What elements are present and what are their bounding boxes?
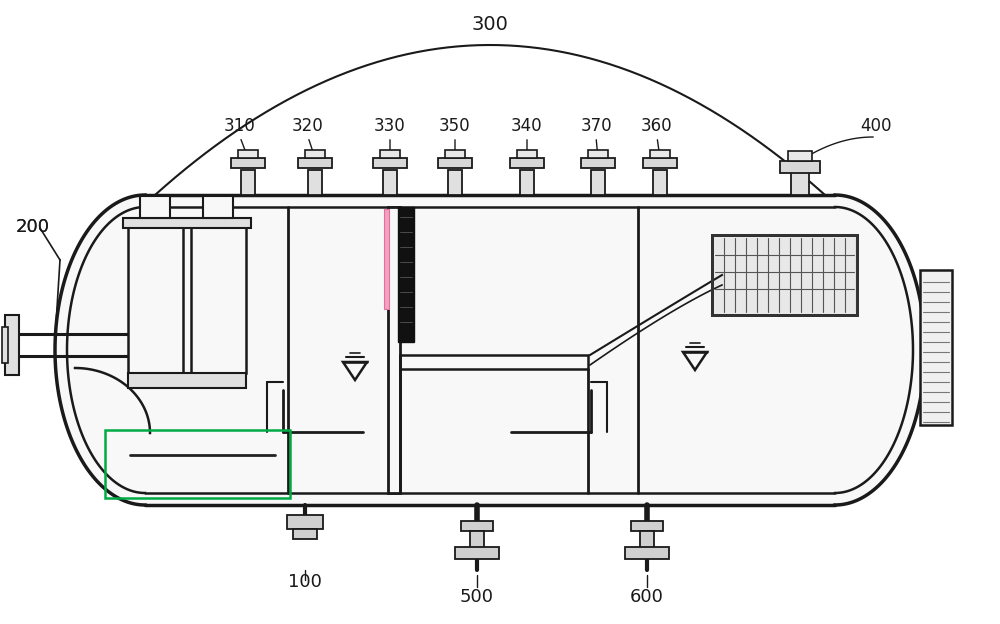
Bar — [780, 161, 820, 173]
Bar — [520, 170, 534, 195]
Bar — [298, 158, 332, 168]
Bar — [455, 547, 499, 559]
Bar — [640, 531, 654, 549]
Text: 360: 360 — [641, 117, 673, 135]
Bar — [588, 150, 608, 158]
Bar — [287, 515, 323, 529]
Bar — [5, 315, 19, 375]
Bar — [631, 521, 663, 531]
Bar — [241, 170, 255, 195]
Bar — [510, 158, 544, 168]
Bar — [438, 158, 472, 168]
Bar — [231, 158, 265, 168]
Ellipse shape — [745, 195, 925, 505]
Bar — [400, 355, 588, 369]
Bar — [203, 196, 233, 218]
Text: 200: 200 — [16, 218, 50, 236]
Bar — [445, 150, 465, 158]
Bar — [448, 170, 462, 195]
FancyBboxPatch shape — [145, 195, 835, 505]
Text: 330: 330 — [374, 117, 406, 135]
Bar — [388, 207, 400, 493]
Bar — [383, 170, 397, 195]
Bar — [191, 218, 246, 373]
Bar — [123, 218, 251, 228]
Bar — [653, 170, 667, 195]
Bar — [2, 327, 8, 363]
Text: 300: 300 — [472, 15, 508, 34]
Text: 310: 310 — [224, 117, 256, 135]
Bar — [308, 170, 322, 195]
Bar — [305, 150, 325, 158]
Bar — [712, 235, 857, 315]
Bar — [384, 209, 389, 309]
Text: 100: 100 — [288, 573, 322, 591]
Bar — [105, 430, 290, 498]
Ellipse shape — [55, 195, 235, 505]
Bar — [581, 158, 615, 168]
Text: 600: 600 — [630, 588, 664, 606]
Bar — [380, 150, 400, 158]
Bar — [712, 235, 857, 315]
Text: 320: 320 — [292, 117, 324, 135]
Bar — [517, 150, 537, 158]
Bar — [920, 270, 952, 425]
Bar — [625, 547, 669, 559]
Text: 340: 340 — [511, 117, 543, 135]
Bar — [591, 170, 605, 195]
Bar — [791, 172, 809, 195]
Bar — [470, 531, 484, 549]
Bar — [650, 150, 670, 158]
Text: 400: 400 — [860, 117, 892, 135]
Bar — [461, 521, 493, 531]
Bar — [128, 218, 183, 373]
Bar — [140, 196, 170, 218]
Bar — [128, 373, 246, 388]
Text: 350: 350 — [439, 117, 471, 135]
Bar — [788, 151, 812, 161]
Text: 500: 500 — [460, 588, 494, 606]
Text: 200: 200 — [16, 218, 50, 236]
Bar — [398, 207, 414, 342]
Bar — [238, 150, 258, 158]
Bar — [293, 529, 317, 539]
Text: 370: 370 — [580, 117, 612, 135]
Bar — [643, 158, 677, 168]
Bar — [373, 158, 407, 168]
